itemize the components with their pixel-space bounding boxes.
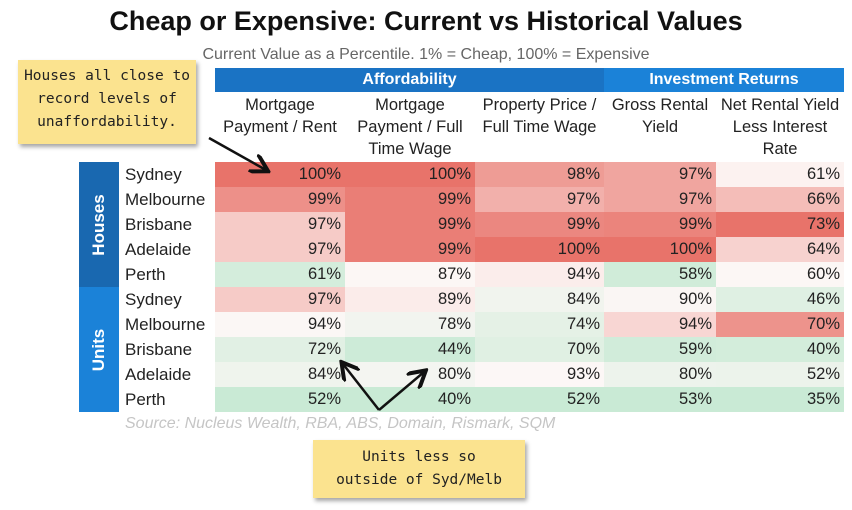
cell-units-brisbane-col1: 72%	[215, 337, 345, 362]
cell-units-melbourne-col4: 94%	[604, 312, 716, 337]
column-header-net-yield: Net Rental Yield Less Interest Rate	[720, 96, 840, 158]
cell-houses-perth-col5: 60%	[716, 262, 844, 287]
row-group-units: Units	[79, 287, 119, 412]
cell-houses-adelaide-col5: 64%	[716, 237, 844, 262]
row-label-units-melbourne: Melbourne	[125, 315, 206, 334]
cell-houses-brisbane-col3: 99%	[475, 212, 604, 237]
column-header-mortgage-rent: Mortgage Payment / Rent	[223, 96, 337, 136]
cell-units-brisbane-col4: 59%	[604, 337, 716, 362]
cell-houses-adelaide-col1: 97%	[215, 237, 345, 262]
cell-houses-perth-col2: 87%	[345, 262, 475, 287]
cell-units-sydney-col3: 84%	[475, 287, 604, 312]
cell-houses-perth-col1: 61%	[215, 262, 345, 287]
cell-houses-melbourne-col4: 97%	[604, 187, 716, 212]
cell-houses-brisbane-col5: 73%	[716, 212, 844, 237]
cell-houses-brisbane-col4: 99%	[604, 212, 716, 237]
column-header-mortgage-wage: Mortgage Payment / Full Time Wage	[357, 96, 463, 158]
row-label-houses-perth: Perth	[125, 265, 166, 284]
row-group-houses: Houses	[79, 162, 119, 287]
row-label-units-brisbane: Brisbane	[125, 340, 193, 359]
column-header-gross-yield: Gross Rental Yield	[611, 96, 709, 136]
chart-subtitle: Current Value as a Percentile. 1% = Chea…	[202, 46, 650, 63]
chart-title: Cheap or Expensive: Current vs Historica…	[109, 6, 743, 36]
cell-units-adelaide-col1: 84%	[215, 362, 345, 387]
column-header-price-wage: Property Price / Full Time Wage	[482, 96, 597, 136]
cell-houses-adelaide-col4: 100%	[604, 237, 716, 262]
row-label-units-perth: Perth	[125, 390, 166, 409]
cell-units-adelaide-col3: 93%	[475, 362, 604, 387]
cell-units-melbourne-col1: 94%	[215, 312, 345, 337]
cell-units-adelaide-col5: 52%	[716, 362, 844, 387]
row-group-houses-label: Houses	[89, 193, 108, 256]
cell-units-brisbane-col5: 40%	[716, 337, 844, 362]
cell-houses-melbourne-col5: 66%	[716, 187, 844, 212]
cell-units-sydney-col4: 90%	[604, 287, 716, 312]
cell-units-melbourne-col5: 70%	[716, 312, 844, 337]
cell-units-sydney-col1: 97%	[215, 287, 345, 312]
row-label-houses-adelaide: Adelaide	[125, 240, 192, 259]
row-label-units-adelaide: Adelaide	[125, 365, 192, 384]
cell-houses-brisbane-col2: 99%	[345, 212, 475, 237]
cell-houses-sydney-col3: 98%	[475, 162, 604, 187]
row-label-units-sydney: Sydney	[125, 290, 182, 309]
annotation-houses-text: Houses all close to record levels of una…	[24, 68, 190, 130]
cell-units-melbourne-col3: 74%	[475, 312, 604, 337]
cell-units-sydney-col2: 89%	[345, 287, 475, 312]
cell-units-melbourne-col2: 78%	[345, 312, 475, 337]
row-label-houses-brisbane: Brisbane	[125, 215, 193, 234]
cell-houses-melbourne-col3: 97%	[475, 187, 604, 212]
cell-houses-sydney-col1: 100%	[215, 162, 345, 187]
annotation-houses-note: Houses all close to record levels of una…	[18, 60, 196, 144]
row-label-houses-sydney: Sydney	[125, 165, 182, 184]
cell-units-adelaide-col2: 80%	[345, 362, 475, 387]
cell-houses-perth-col3: 94%	[475, 262, 604, 287]
cell-houses-perth-col4: 58%	[604, 262, 716, 287]
group-header-investment-returns: Investment Returns	[604, 68, 844, 92]
cell-units-perth-col5: 35%	[716, 387, 844, 412]
cell-units-perth-col2: 40%	[345, 387, 475, 412]
cell-houses-adelaide-col2: 99%	[345, 237, 475, 262]
cell-units-perth-col4: 53%	[604, 387, 716, 412]
cell-units-adelaide-col4: 80%	[604, 362, 716, 387]
row-label-houses-melbourne: Melbourne	[125, 190, 206, 209]
cell-units-brisbane-col2: 44%	[345, 337, 475, 362]
cell-houses-sydney-col5: 61%	[716, 162, 844, 187]
cell-houses-sydney-col4: 97%	[604, 162, 716, 187]
cell-units-perth-col1: 52%	[215, 387, 345, 412]
cell-houses-adelaide-col3: 100%	[475, 237, 604, 262]
cell-houses-brisbane-col1: 97%	[215, 212, 345, 237]
cell-houses-melbourne-col2: 99%	[345, 187, 475, 212]
cell-units-sydney-col5: 46%	[716, 287, 844, 312]
annotation-units-note: Units less so outside of Syd/Melb	[313, 440, 525, 498]
annotation-units-text: Units less so outside of Syd/Melb	[336, 449, 502, 488]
group-header-affordability: Affordability	[215, 68, 604, 92]
cell-houses-melbourne-col1: 99%	[215, 187, 345, 212]
row-group-units-label: Units	[89, 328, 108, 371]
cell-houses-sydney-col2: 100%	[345, 162, 475, 187]
cell-units-perth-col3: 52%	[475, 387, 604, 412]
cell-units-brisbane-col3: 70%	[475, 337, 604, 362]
source-note: Source: Nucleus Wealth, RBA, ABS, Domain…	[125, 415, 556, 432]
